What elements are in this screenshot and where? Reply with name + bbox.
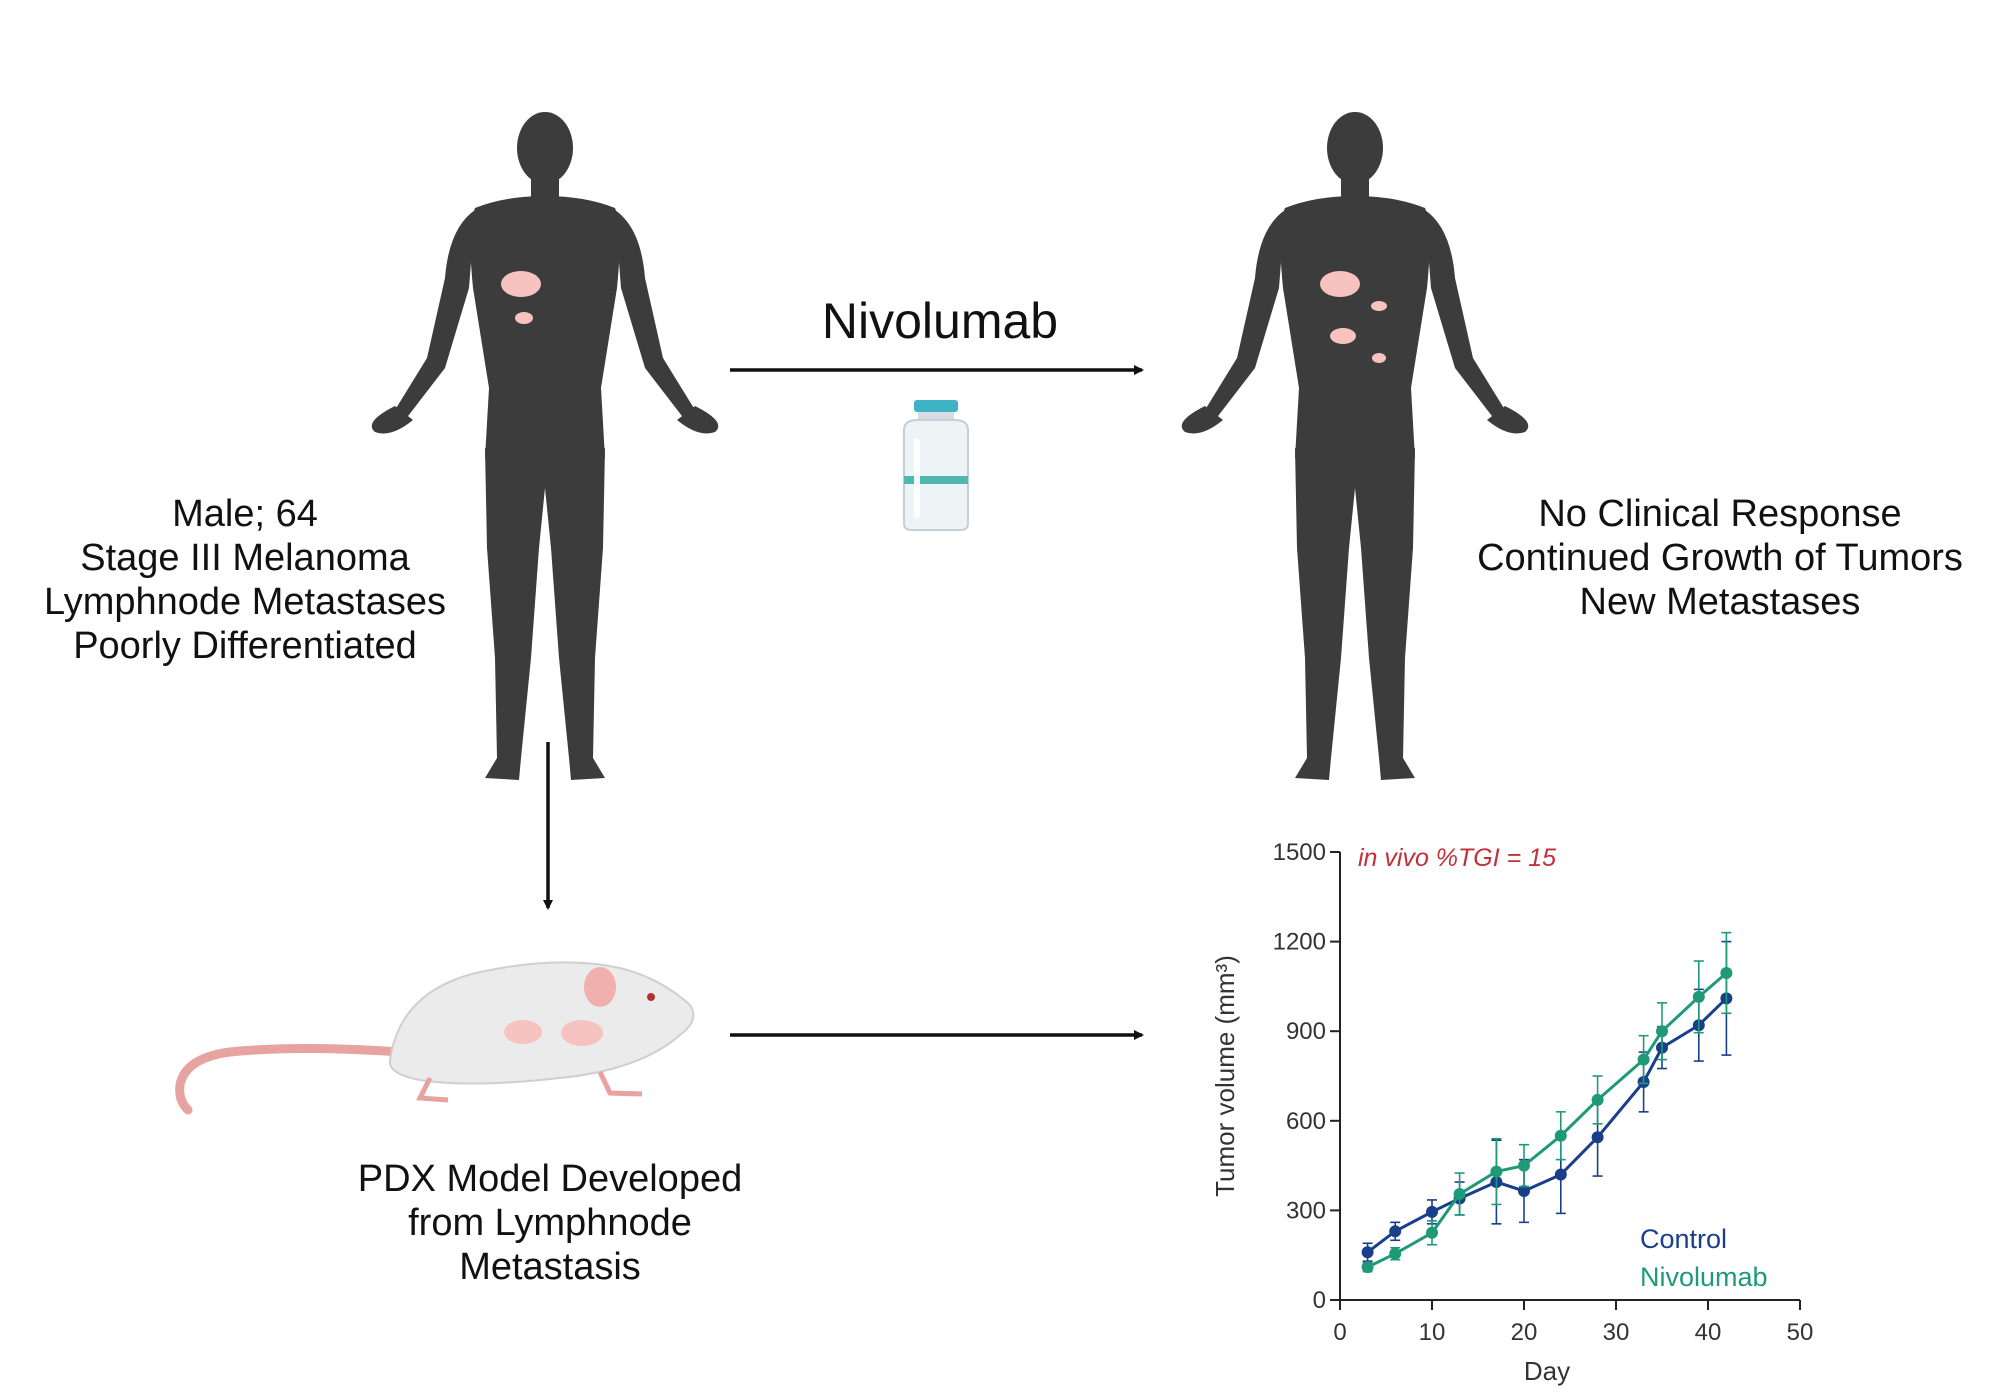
- x-axis-label: Day: [1524, 1356, 1570, 1386]
- outcome-info-line: Continued Growth of Tumors: [1477, 537, 1963, 579]
- pdx-info-line: Metastasis: [459, 1246, 641, 1288]
- data-point-nivolumab: [1692, 990, 1705, 1003]
- data-point-nivolumab: [1656, 1025, 1668, 1038]
- data-point-nivolumab: [1490, 1165, 1503, 1178]
- data-point-control: [1361, 1246, 1374, 1259]
- legend-entry-nivolumab: Nivolumab: [1640, 1262, 1768, 1292]
- y-tick-label: 600: [1286, 1108, 1326, 1135]
- human-figure-icon: [371, 112, 719, 780]
- patient-info-line: Male; 64: [172, 493, 318, 535]
- patient-after-figure: [1181, 112, 1529, 780]
- x-tick-label: 10: [1419, 1319, 1446, 1346]
- tumor-volume-chart: 0 300 600 900 1200 1500 0 10 20 30 40 50 Day Tumor vo…: [1210, 839, 1814, 1386]
- x-tick-label: 30: [1603, 1319, 1630, 1346]
- drug-vial-icon: [903, 400, 969, 531]
- pdx-info-line: PDX Model Developed: [357, 1158, 743, 1200]
- data-point-control: [1426, 1205, 1438, 1218]
- x-tick-label: 20: [1511, 1319, 1538, 1346]
- data-point-nivolumab: [1554, 1129, 1567, 1142]
- data-point-nivolumab: [1591, 1093, 1604, 1106]
- patient-info-line: Poorly Differentiated: [73, 625, 417, 667]
- series-line-nivolumab: [1366, 971, 1728, 1269]
- data-point-nivolumab: [1389, 1247, 1402, 1260]
- pdx-info: PDX Model Developed from Lymphnode Metas…: [330, 1157, 770, 1289]
- x-tick-label: 0: [1333, 1319, 1346, 1346]
- data-point-nivolumab: [1453, 1187, 1466, 1200]
- series-line-control: [1366, 997, 1728, 1254]
- x-tick-label: 40: [1695, 1319, 1722, 1346]
- patient-info-line: Stage III Melanoma: [80, 537, 410, 579]
- y-axis-label: Tumor volume (mm³): [1210, 955, 1240, 1197]
- y-tick-label: 0: [1313, 1287, 1326, 1314]
- data-point-control: [1518, 1184, 1530, 1197]
- data-point-nivolumab: [1518, 1159, 1530, 1172]
- patient-before-figure: [371, 112, 719, 780]
- chart-annotation: in vivo %TGI = 15: [1358, 844, 1556, 872]
- data-point-control: [1389, 1225, 1402, 1238]
- patient-info-line: Lymphnode Metastases: [43, 581, 447, 623]
- pdx-info-line: from Lymphnode: [408, 1202, 692, 1244]
- tumor-marks: [501, 271, 541, 324]
- x-tick-label: 50: [1787, 1319, 1814, 1346]
- data-point-nivolumab: [1361, 1261, 1374, 1274]
- y-tick-label: 900: [1286, 1018, 1326, 1045]
- data-point-control: [1591, 1131, 1604, 1144]
- mouse-icon: [175, 961, 695, 1115]
- tumor-marks: [1320, 271, 1387, 363]
- data-point-nivolumab: [1637, 1053, 1650, 1066]
- outcome-info-line: No Clinical Response: [1538, 493, 1902, 535]
- outcome-info: No Clinical Response Continued Growth of…: [1450, 492, 1990, 624]
- legend-entry-control: Control: [1640, 1224, 1727, 1254]
- outcome-info-line: New Metastases: [1579, 581, 1861, 623]
- data-point-nivolumab: [1426, 1226, 1438, 1239]
- human-figure-icon: [1181, 112, 1529, 780]
- y-tick-label: 1500: [1273, 839, 1326, 866]
- treatment-label: Nivolumab: [821, 293, 1059, 349]
- data-point-nivolumab: [1720, 966, 1733, 979]
- data-point-control: [1554, 1168, 1567, 1181]
- y-tick-label: 300: [1286, 1197, 1326, 1224]
- patient-info: Male; 64 Stage III Melanoma Lymphnode Me…: [20, 492, 470, 668]
- y-tick-label: 1200: [1273, 929, 1326, 956]
